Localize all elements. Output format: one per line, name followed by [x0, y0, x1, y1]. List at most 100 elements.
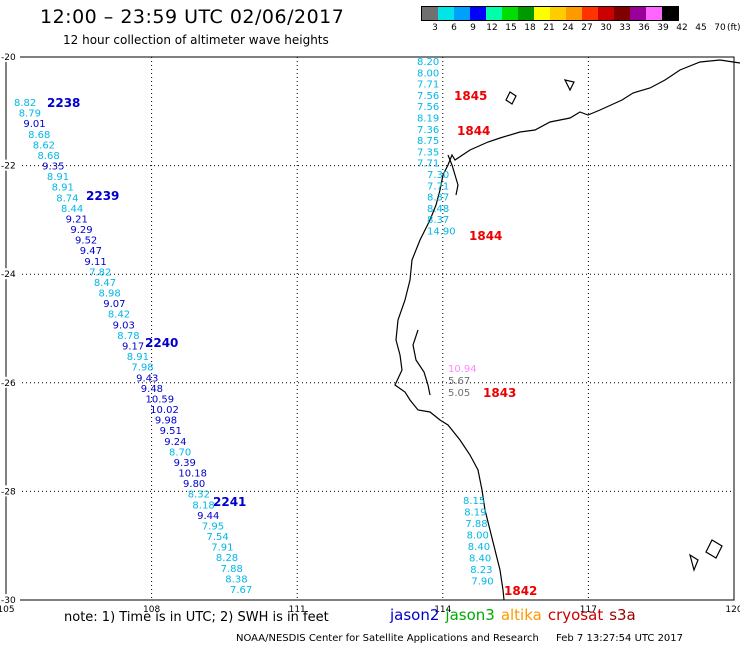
wave-height-reading: 9.03	[113, 320, 135, 331]
offshore-island-1	[505, 91, 517, 105]
pass-time-label: 1844	[469, 229, 502, 243]
wave-height-reading: 7.36	[417, 125, 439, 136]
wave-height-reading: 10.18	[178, 469, 207, 480]
wave-height-reading: 8.74	[56, 193, 78, 204]
wave-height-reading: 7.54	[207, 532, 229, 543]
wave-height-reading: 8.00	[467, 531, 489, 542]
page-subtitle: 12 hour collection of altimeter wave hei…	[63, 33, 329, 47]
satellite-legend: jason2 jason3 altika cryosat s3a	[390, 606, 642, 624]
wave-height-reading: 9.21	[66, 214, 88, 225]
wave-height-reading: 8.37	[427, 193, 449, 204]
lon-label: 114	[434, 605, 451, 615]
wave-height-colorbar: (ft) 3 6 9 12 15 18 21 24 27 30 33 36 39 42 45 70	[421, 6, 740, 37]
wave-height-reading: 8.20	[417, 57, 439, 68]
wave-height-reading: 8.62	[33, 140, 55, 151]
wave-height-reading: 8.79	[19, 109, 41, 120]
footer-note: note: 1) Time is in UTC; 2) SWH is in fe…	[64, 610, 329, 625]
wave-height-reading: 7.98	[131, 363, 153, 374]
lat-label-bg	[0, 51, 20, 62]
colorbar-label: 9	[470, 23, 476, 33]
wave-height-reading: 9.52	[75, 236, 97, 247]
colorbar-swatch	[438, 7, 454, 20]
pass-time-label: 1842	[504, 584, 537, 598]
footer-credit: NOAA/NESDIS Center for Satellite Applica…	[236, 633, 683, 644]
wave-height-reading: 7.35	[417, 147, 439, 158]
wave-height-reading: 8.91	[52, 183, 74, 194]
credit-text: NOAA/NESDIS Center for Satellite Applica…	[236, 633, 539, 644]
wave-height-reading: 8.42	[108, 310, 130, 321]
lat-label-bg	[0, 594, 20, 605]
satellite-altika: altika	[500, 606, 542, 624]
wave-height-reading: 7.88	[465, 519, 487, 530]
satellite-s3a: s3a	[609, 606, 636, 624]
satellite-jason3: jason3	[445, 606, 495, 624]
wave-height-reading: 8.38	[225, 574, 247, 585]
wave-height-reading: 10.02	[150, 405, 179, 416]
wave-height-reading: 8.19	[464, 508, 486, 519]
colorbar-swatch	[518, 7, 534, 20]
colorbar-label: 70	[714, 23, 726, 33]
wave-height-reading: 9.98	[155, 416, 177, 427]
lat-label: -22	[1, 162, 16, 172]
wave-height-reading: 10.94	[448, 364, 477, 375]
lat-label-bg	[0, 159, 20, 171]
pass-time-label: 2241	[213, 495, 246, 509]
pass-time-label: 2239	[86, 189, 119, 203]
lat-label-bg	[0, 376, 20, 388]
lat-label: -26	[1, 379, 16, 389]
wave-height-reading: 9.44	[197, 511, 219, 522]
wave-height-reading: 5.67	[448, 376, 470, 387]
wave-height-reading: 9.47	[80, 246, 102, 257]
wave-height-reading: 8.44	[61, 204, 83, 215]
colorbar-unit: (ft)	[727, 23, 740, 33]
wave-height-reading: 7.56	[417, 91, 439, 102]
wave-height-reading: 9.11	[84, 257, 106, 268]
colorbar-labels: (ft) 3 6 9 12 15 18 21 24 27 30 33 36 39 42 45 70	[421, 23, 740, 37]
wave-height-reading: 8.70	[169, 447, 191, 458]
map-frame	[5, 56, 735, 601]
colorbar-swatch	[630, 7, 646, 20]
wave-height-reading: 7.95	[202, 521, 224, 532]
wave-height-reading: 8.68	[37, 151, 59, 162]
colorbar-swatch	[486, 7, 502, 20]
colorbar-label: 3	[432, 23, 438, 33]
wave-height-reading: 8.68	[28, 130, 50, 141]
colorbar-swatch	[550, 7, 566, 20]
wave-height-reading: 7.71	[427, 181, 449, 192]
wave-height-reading: 8.40	[468, 542, 490, 553]
colorbar-swatch	[646, 7, 662, 20]
colorbar-label: 21	[543, 23, 555, 33]
offshore-island-4	[689, 553, 699, 572]
wave-height-reading: 9.80	[183, 479, 205, 490]
colorbar-label: 18	[524, 23, 536, 33]
shark-bay-peninsula	[412, 329, 431, 396]
lat-label-bg	[0, 485, 20, 497]
generated-timestamp: Feb 7 13:27:54 UTC 2017	[556, 633, 684, 644]
colorbar-swatch	[502, 7, 518, 20]
lat-label: -30	[1, 596, 16, 606]
wave-height-reading: 8.28	[216, 553, 238, 564]
wave-height-reading: 9.07	[103, 299, 125, 310]
pass-time-label: 2240	[145, 336, 178, 350]
colorbar-swatch	[422, 7, 438, 20]
wave-height-reading: 5.05	[448, 388, 470, 399]
western-australia-coastline	[394, 59, 740, 601]
colorbar-label: 45	[695, 23, 707, 33]
colorbar-label: 6	[451, 23, 457, 33]
wave-height-reading: 8.15	[463, 496, 485, 507]
wave-height-reading: 8.48	[427, 204, 449, 215]
lat-label: -28	[1, 487, 16, 497]
wave-height-reading: 8.18	[192, 500, 214, 511]
colorbar-label: 33	[619, 23, 631, 33]
wave-height-reading: 8.82	[14, 98, 36, 109]
map-grid	[5, 56, 735, 601]
colorbar-swatch	[582, 7, 598, 20]
colorbar-label: 27	[581, 23, 593, 33]
lat-label: -20	[1, 53, 16, 63]
colorbar-swatch	[598, 7, 614, 20]
wave-height-reading: 9.24	[164, 437, 186, 448]
wave-height-reading: 7.71	[417, 80, 439, 91]
colorbar-swatches	[421, 6, 679, 21]
wave-height-reading: 9.35	[42, 162, 64, 173]
